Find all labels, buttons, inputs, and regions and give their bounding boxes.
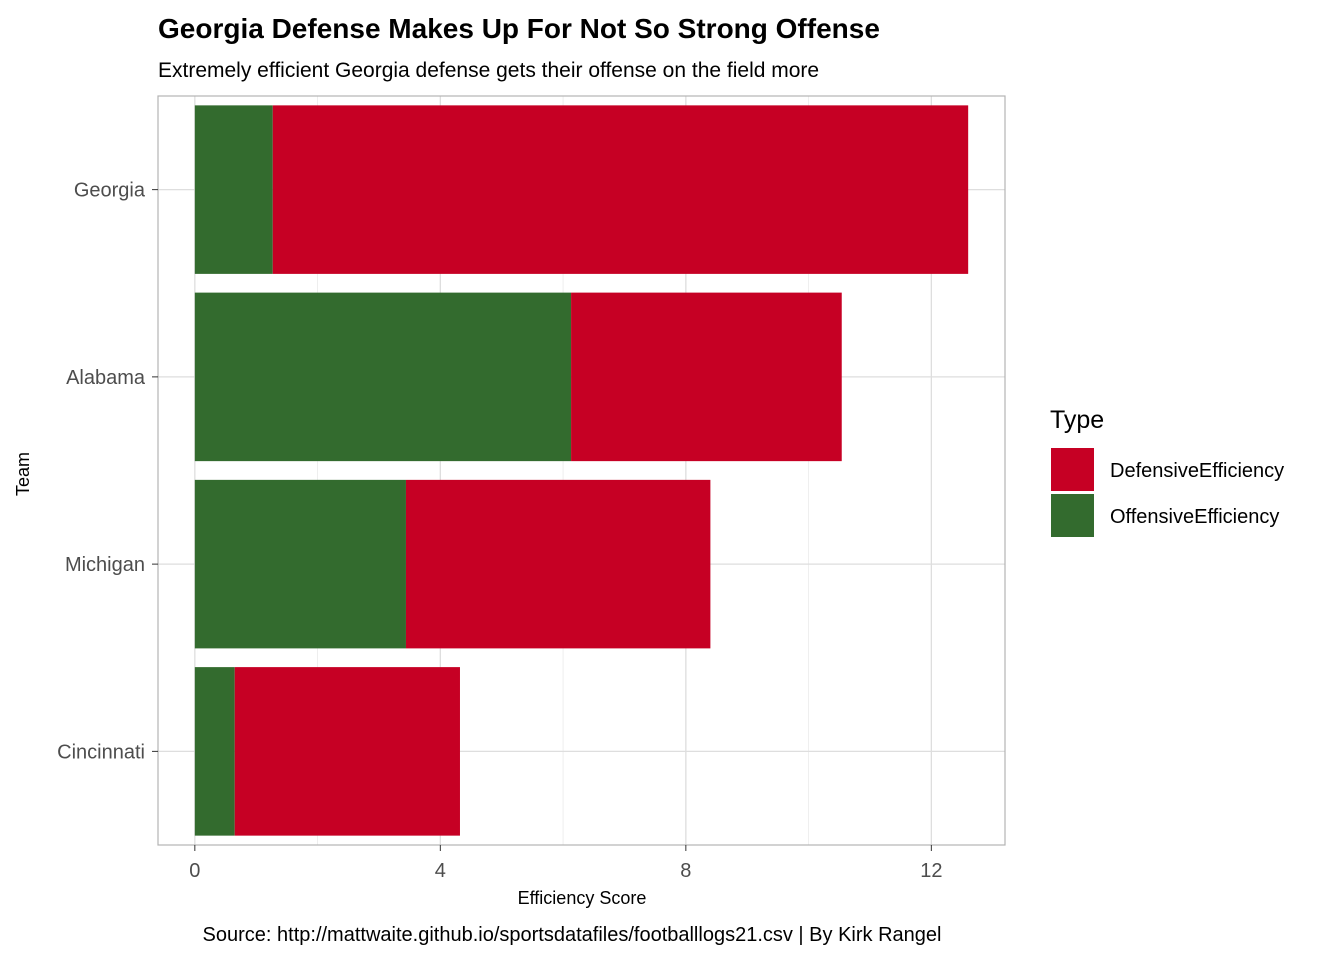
y-tick-label: Georgia bbox=[74, 180, 146, 202]
x-axis-title: Efficiency Score bbox=[518, 888, 647, 908]
axes: 0 4 8 12 Georgia Alabama Michigan Cincinnati bbox=[57, 180, 942, 882]
x-tick-label: 12 bbox=[920, 860, 942, 882]
bar-michigan-offensive-efficiency bbox=[194, 479, 406, 649]
bar-cincinnati-defensive-efficiency bbox=[234, 667, 460, 836]
y-tick-label: Michigan bbox=[65, 554, 145, 576]
legend-swatch-offensive-efficiency bbox=[1051, 494, 1094, 537]
bar-alabama-defensive-efficiency bbox=[571, 292, 842, 462]
chart-title: Georgia Defense Makes Up For Not So Stro… bbox=[158, 13, 880, 44]
chart-subtitle: Extremely efficient Georgia defense gets… bbox=[158, 59, 819, 82]
legend-title: Type bbox=[1050, 406, 1104, 434]
legend-label-defensive-efficiency: DefensiveEfficiency bbox=[1110, 460, 1284, 482]
x-tick-label: 8 bbox=[680, 860, 691, 882]
legend-swatch-defensive-efficiency bbox=[1051, 448, 1094, 491]
chart-caption: Source: http://mattwaite.github.io/sport… bbox=[203, 924, 942, 946]
bar-alabama-offensive-efficiency bbox=[194, 292, 572, 462]
legend: Type DefensiveEfficiency OffensiveEfficie… bbox=[1050, 406, 1284, 537]
panel-border bbox=[157, 95, 1006, 846]
bar-michigan-defensive-efficiency bbox=[405, 479, 711, 649]
bars bbox=[194, 105, 969, 836]
y-tick-label: Alabama bbox=[66, 367, 146, 389]
x-tick-label: 0 bbox=[189, 860, 200, 882]
y-axis-title: Team bbox=[13, 452, 33, 496]
x-tick-label: 4 bbox=[435, 860, 446, 882]
bar-georgia-defensive-efficiency bbox=[272, 105, 969, 274]
bar-georgia-offensive-efficiency bbox=[194, 105, 273, 274]
bar-cincinnati-offensive-efficiency bbox=[194, 667, 235, 836]
legend-label-offensive-efficiency: OffensiveEfficiency bbox=[1110, 506, 1279, 528]
y-tick-label: Cincinnati bbox=[57, 741, 145, 763]
